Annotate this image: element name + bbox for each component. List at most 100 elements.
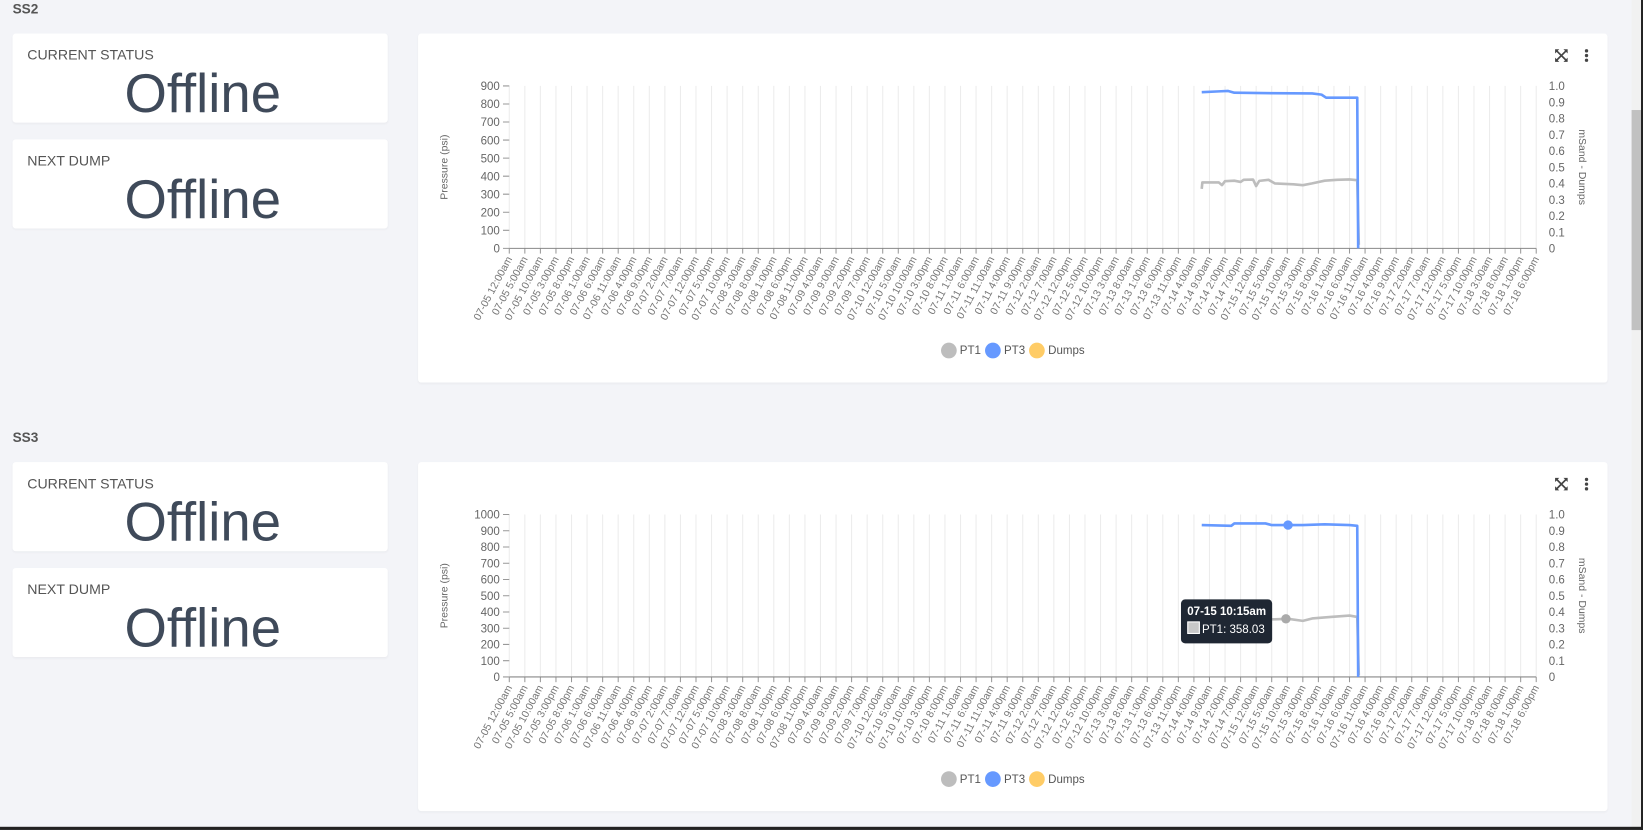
y2-tick-label: 1.0 bbox=[1549, 81, 1565, 93]
chart-legend: PT1 PT3 Dumps bbox=[418, 771, 1607, 790]
y-tick-label: 0 bbox=[493, 244, 499, 256]
y-tick-label: 200 bbox=[481, 640, 500, 652]
legend-label: PT3 bbox=[1003, 772, 1026, 786]
pressure-chart-card: 07-05 12:00am 07-05 5:00am 07-05 10:00am 07… bbox=[418, 33, 1608, 383]
y-tick-label: 800 bbox=[481, 542, 500, 554]
current-status-card: CURRENT STATUS Offline bbox=[12, 33, 388, 125]
pressure-chart-card: 07-05 12:00am 07-05 5:00am 07-05 10:00am 07… bbox=[418, 462, 1608, 812]
y-tick-label: 400 bbox=[481, 171, 500, 183]
y2-tick-label: 0.5 bbox=[1549, 162, 1565, 174]
tooltip-title: 07-15 10:15am bbox=[1187, 605, 1267, 619]
y-tick-label: 0 bbox=[493, 672, 499, 684]
window-edge-bottom bbox=[0, 826, 1643, 830]
current-status-value: Offline bbox=[124, 492, 282, 554]
chart-tooltip: 07-15 10:15am PT1: 358.03 bbox=[1180, 599, 1273, 644]
y2-tick-label: 0.2 bbox=[1549, 640, 1565, 652]
legend-label: Dumps bbox=[1048, 772, 1085, 786]
y2-tick-label: 0.1 bbox=[1549, 227, 1565, 239]
legend-item-pt3[interactable]: PT3 bbox=[985, 771, 1025, 787]
legend-dot-icon bbox=[1029, 342, 1046, 359]
y-tick-label: 200 bbox=[481, 207, 500, 219]
next-dump-label: NEXT DUMP bbox=[27, 581, 111, 598]
y2-tick-label: 0.4 bbox=[1549, 607, 1566, 619]
hover-point-pt1[interactable] bbox=[1281, 614, 1291, 624]
y-tick-label: 900 bbox=[481, 81, 500, 93]
y2-axis-label: mSand - Dumps bbox=[1576, 129, 1587, 205]
next-dump-card: NEXT DUMP Offline bbox=[12, 567, 388, 660]
y2-tick-label: 0 bbox=[1549, 244, 1555, 256]
y2-tick-label: 1.0 bbox=[1549, 510, 1565, 522]
legend-item-pt1[interactable]: PT1 bbox=[940, 771, 981, 787]
current-status-label: CURRENT STATUS bbox=[27, 47, 154, 63]
y2-tick-label: 0.8 bbox=[1549, 114, 1565, 126]
y-axis-label: Pressure (psi) bbox=[439, 563, 450, 628]
y-tick-label: 500 bbox=[481, 591, 500, 603]
y2-tick-label: 0.3 bbox=[1549, 195, 1565, 207]
legend-item-dumps[interactable]: Dumps bbox=[1029, 771, 1085, 787]
legend-label: PT1 bbox=[959, 344, 981, 357]
series-line-pt1[interactable] bbox=[1200, 178, 1361, 245]
legend-item-pt3[interactable]: PT3 bbox=[985, 342, 1026, 359]
y2-tick-label: 0.6 bbox=[1549, 575, 1565, 587]
y-tick-label: 600 bbox=[481, 135, 500, 147]
window-edge bbox=[1641, 0, 1643, 830]
y-tick-label: 400 bbox=[481, 607, 500, 619]
more-vertical-icon[interactable] bbox=[1579, 477, 1594, 492]
legend-label: PT3 bbox=[1003, 344, 1026, 357]
y-tick-label: 300 bbox=[481, 623, 500, 635]
y2-tick-label: 0.9 bbox=[1549, 97, 1565, 109]
y2-axis-label: mSand - Dumps bbox=[1576, 558, 1587, 634]
chart-legend: PT1 PT3 Dumps bbox=[418, 342, 1607, 362]
y-tick-label: 300 bbox=[481, 189, 500, 201]
y-tick-label: 500 bbox=[481, 153, 500, 165]
y2-tick-label: 0.3 bbox=[1549, 623, 1565, 635]
scrollbar-thumb[interactable] bbox=[1631, 110, 1642, 331]
y2-tick-label: 0.4 bbox=[1549, 179, 1566, 191]
legend-label: Dumps bbox=[1048, 344, 1085, 357]
pt1-swatch bbox=[1187, 621, 1200, 634]
next-dump-value: Offline bbox=[124, 169, 282, 231]
y-tick-label: 100 bbox=[481, 656, 500, 668]
series-line-pt3[interactable] bbox=[1201, 89, 1360, 249]
expand-icon[interactable] bbox=[1554, 48, 1569, 63]
next-dump-label: NEXT DUMP bbox=[27, 152, 111, 169]
y-tick-label: 1000 bbox=[474, 510, 500, 522]
expand-icon[interactable] bbox=[1554, 477, 1569, 492]
y-tick-label: 100 bbox=[481, 225, 500, 237]
y2-tick-label: 0.7 bbox=[1549, 558, 1565, 570]
hover-point-pt3[interactable] bbox=[1283, 520, 1293, 530]
legend-item-dumps[interactable]: Dumps bbox=[1029, 342, 1085, 359]
current-status-card: CURRENT STATUS Offline bbox=[12, 462, 388, 554]
next-dump-value: Offline bbox=[124, 598, 282, 660]
legend-dot-icon bbox=[1029, 771, 1046, 787]
y2-tick-label: 0 bbox=[1549, 672, 1555, 684]
y2-tick-label: 0.1 bbox=[1549, 656, 1565, 668]
y2-tick-label: 0.9 bbox=[1549, 526, 1565, 538]
legend-dot-icon bbox=[940, 771, 957, 787]
current-status-label: CURRENT STATUS bbox=[27, 475, 154, 492]
y-tick-label: 700 bbox=[481, 558, 500, 570]
legend-label: PT1 bbox=[959, 772, 981, 786]
legend-dot-icon bbox=[940, 342, 957, 359]
y-axis-label: Pressure (psi) bbox=[439, 135, 450, 200]
section-title: SS3 bbox=[12, 429, 39, 446]
more-vertical-icon[interactable] bbox=[1579, 48, 1594, 63]
legend-dot-icon bbox=[985, 771, 1001, 787]
tooltip-row: PT1: 358.03 bbox=[1187, 621, 1266, 639]
legend-item-pt1[interactable]: PT1 bbox=[940, 342, 981, 359]
y2-tick-label: 0.8 bbox=[1549, 542, 1565, 554]
next-dump-card: NEXT DUMP Offline bbox=[12, 139, 388, 231]
y2-tick-label: 0.5 bbox=[1549, 591, 1565, 603]
y2-tick-label: 0.2 bbox=[1549, 211, 1565, 223]
y2-tick-label: 0.6 bbox=[1549, 146, 1565, 158]
current-status-value: Offline bbox=[124, 63, 282, 125]
tooltip-value: PT1: 358.03 bbox=[1201, 623, 1265, 637]
y-tick-label: 700 bbox=[481, 117, 500, 129]
y2-tick-label: 0.7 bbox=[1549, 130, 1565, 142]
y-tick-label: 800 bbox=[481, 99, 500, 111]
y-tick-label: 900 bbox=[481, 526, 500, 538]
scrollbar[interactable] bbox=[1631, 0, 1642, 830]
